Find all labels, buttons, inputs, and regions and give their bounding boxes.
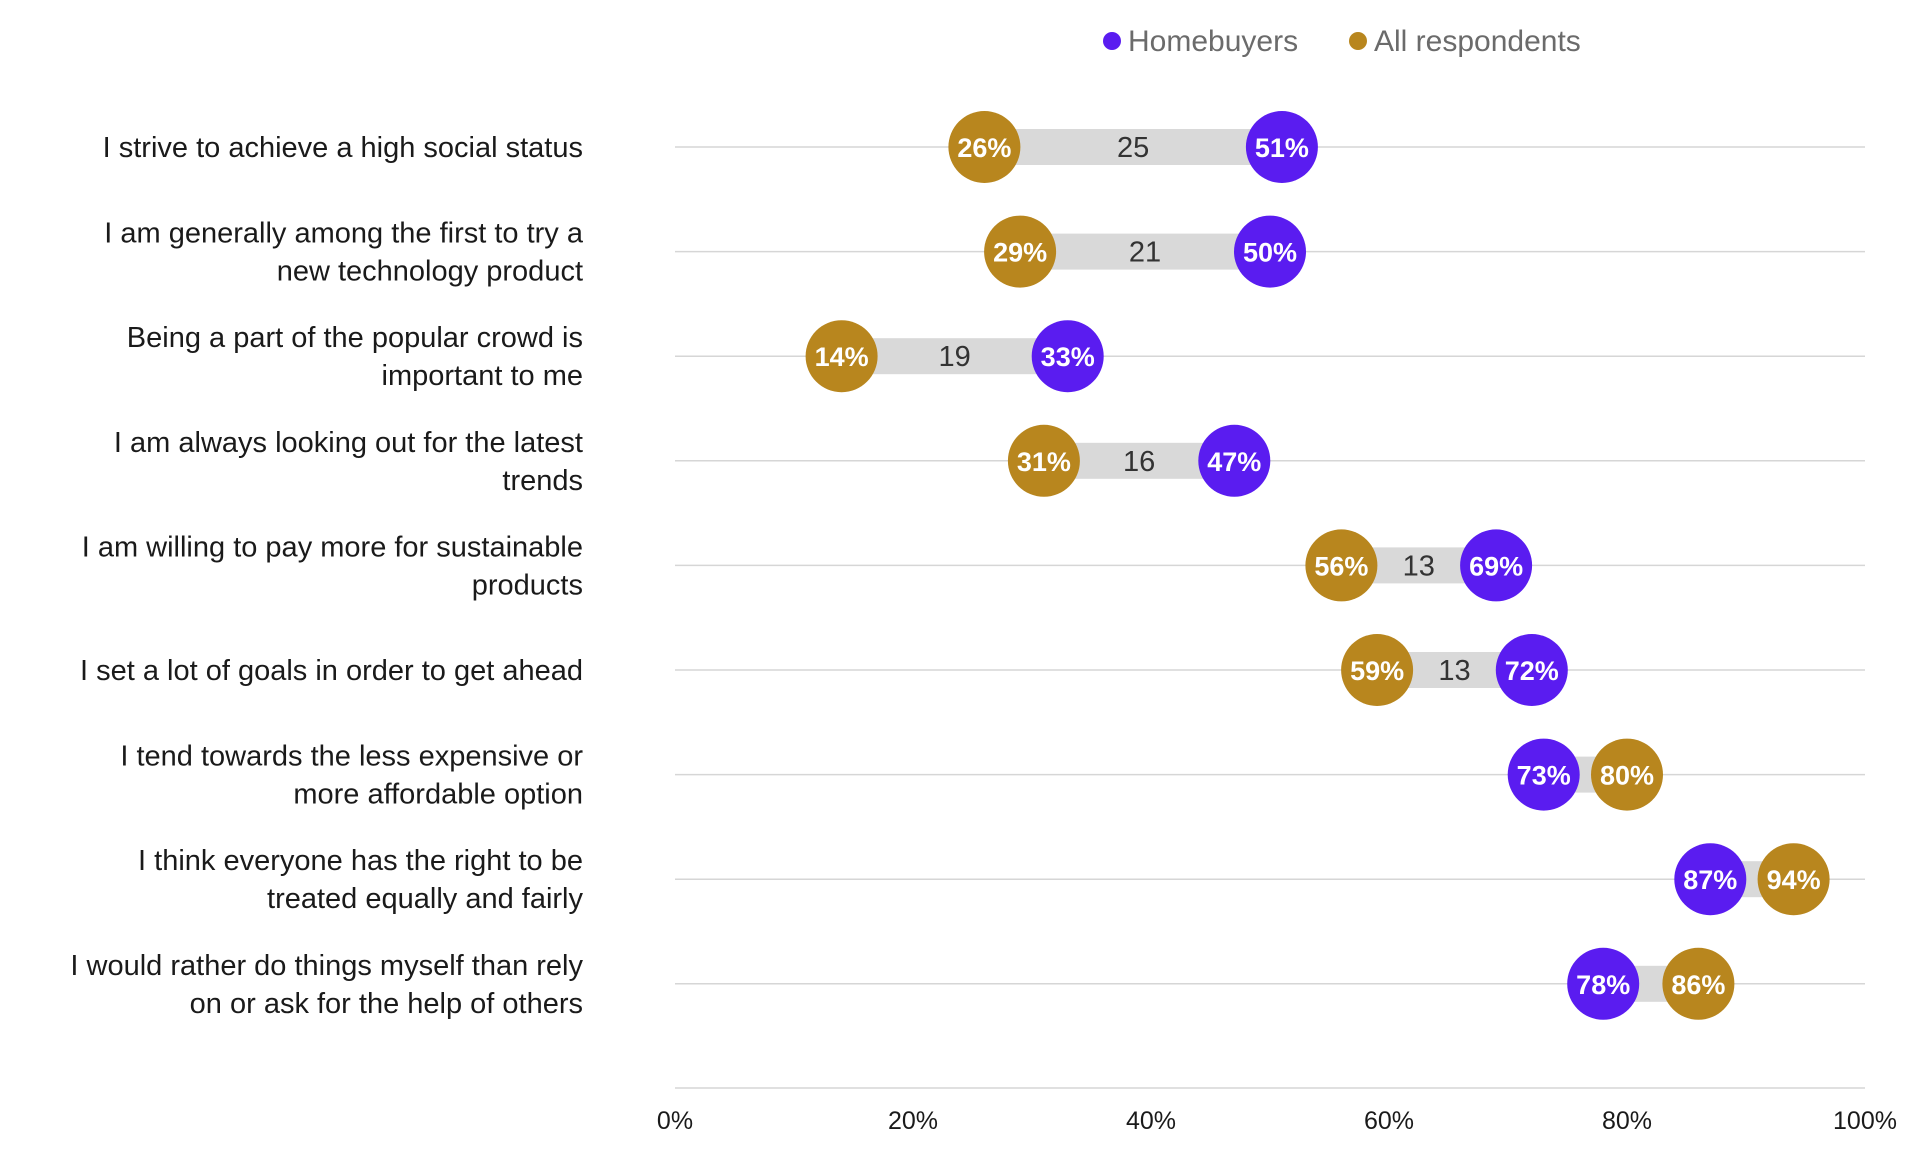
homebuyers-point — [1460, 529, 1533, 602]
homebuyers-value-label: 51% — [1255, 133, 1309, 163]
gap-label: 19 — [939, 341, 971, 373]
category-label: I tend towards the less expensive or more… — [120, 741, 583, 811]
category-label-line: treated equally and fairly — [267, 883, 583, 915]
connector-bar — [984, 129, 1282, 165]
connector-bar — [841, 338, 1068, 375]
x-tick-label: 40% — [1126, 1107, 1176, 1135]
homebuyers-point — [1198, 424, 1271, 497]
all-respondents-value-label: 31% — [1017, 447, 1071, 477]
all-respondents-point — [1007, 424, 1080, 497]
homebuyers-point — [1245, 111, 1318, 183]
category-label-line: I set a lot of goals in order to get ahe… — [80, 655, 583, 687]
category-label-line: important to me — [382, 360, 583, 392]
category-label-line: on or ask for the help of others — [190, 988, 583, 1020]
all-respondents-value-label: 14% — [815, 342, 869, 372]
x-tick-label: 100% — [1833, 1107, 1897, 1135]
gap-label: 13 — [1438, 655, 1470, 687]
all-respondents-point — [1757, 843, 1830, 916]
legend-homebuyers-label: Homebuyers — [1128, 25, 1298, 58]
homebuyers-value-label: 78% — [1576, 970, 1630, 1000]
category-label-line: I am willing to pay more for sustainable — [82, 531, 583, 563]
category-label: I set a lot of goals in order to get ahe… — [80, 655, 583, 687]
homebuyers-point — [1567, 947, 1640, 1020]
category-label: Being a part of the popular crowd is impo… — [127, 322, 583, 392]
all-respondents-point — [805, 320, 878, 393]
data-points: 26% 51% 29% 50% 14% 33% 31% 47% 56% 69% 59% 72% 80% 7… — [805, 111, 1830, 1020]
category-label: I am willing to pay more for sustainable… — [82, 531, 583, 601]
category-label: I strive to achieve a high social status — [103, 132, 583, 164]
gap-label: 25 — [1117, 132, 1149, 164]
category-label-line: Being a part of the popular crowd is — [127, 322, 583, 354]
category-label-line: I strive to achieve a high social status — [103, 132, 583, 164]
homebuyers-point — [1031, 320, 1104, 393]
gap-label: 21 — [1129, 237, 1161, 269]
legend-all-respondents-swatch — [1349, 32, 1367, 50]
homebuyers-point — [1495, 634, 1568, 706]
all-respondents-value-label: 56% — [1314, 551, 1368, 581]
category-label-line: I am always looking out for the latest — [114, 427, 583, 459]
category-label-line: I think everyone has the right to be — [138, 845, 583, 877]
homebuyers-point — [1234, 215, 1306, 288]
x-tick-label: 20% — [888, 1107, 938, 1135]
category-label-line: new technology product — [277, 256, 583, 288]
connectors: 25 21 19 16 13 13 — [841, 129, 1794, 1002]
homebuyers-point — [1674, 843, 1747, 916]
all-respondents-value-label: 26% — [957, 133, 1011, 163]
category-label: I would rather do things myself than rel… — [70, 950, 583, 1020]
category-label-line: I tend towards the less expensive or — [120, 741, 583, 773]
all-respondents-value-label: 80% — [1600, 761, 1654, 791]
category-label: I am always looking out for the latest tr… — [114, 427, 583, 497]
legend: Homebuyers All respondents — [1103, 25, 1581, 58]
homebuyers-value-label: 87% — [1683, 865, 1737, 895]
homebuyers-value-label: 47% — [1207, 447, 1261, 477]
homebuyers-point — [1507, 738, 1580, 811]
category-label-line: products — [472, 569, 583, 601]
all-respondents-value-label: 29% — [993, 238, 1047, 268]
all-respondents-point — [1305, 529, 1378, 602]
connector-bar — [1020, 233, 1270, 270]
category-label-line: I would rather do things myself than rel… — [70, 950, 583, 982]
homebuyers-value-label: 33% — [1041, 342, 1095, 372]
homebuyers-value-label: 69% — [1469, 551, 1523, 581]
gap-label: 13 — [1403, 550, 1435, 582]
category-label-line: I am generally among the first to try a — [104, 218, 584, 250]
homebuyers-value-label: 73% — [1517, 761, 1571, 791]
category-label-line: more affordable option — [293, 779, 583, 811]
category-labels: I strive to achieve a high social status… — [70, 132, 583, 1020]
legend-homebuyers-swatch — [1103, 32, 1121, 50]
x-tick-label: 80% — [1602, 1107, 1652, 1135]
x-tick-label: 0% — [657, 1107, 693, 1135]
homebuyers-value-label: 50% — [1243, 238, 1297, 268]
all-respondents-value-label: 86% — [1671, 970, 1725, 1000]
all-respondents-point — [1591, 738, 1663, 811]
all-respondents-value-label: 94% — [1767, 865, 1821, 895]
category-label: I think everyone has the right to be trea… — [138, 845, 583, 915]
homebuyers-value-label: 72% — [1505, 656, 1559, 686]
legend-all-respondents-label: All respondents — [1374, 25, 1581, 58]
x-axis: 0% 20% 40% 60% 80% 100% — [657, 1087, 1897, 1135]
all-respondents-point — [948, 111, 1021, 183]
category-label: I am generally among the first to try a n… — [104, 218, 584, 288]
category-label-line: trends — [502, 465, 583, 497]
gap-label: 16 — [1123, 446, 1155, 478]
all-respondents-point — [1662, 947, 1735, 1020]
all-respondents-value-label: 59% — [1350, 656, 1404, 686]
x-tick-label: 60% — [1364, 1107, 1414, 1135]
all-respondents-point — [1341, 634, 1414, 706]
all-respondents-point — [984, 215, 1057, 288]
